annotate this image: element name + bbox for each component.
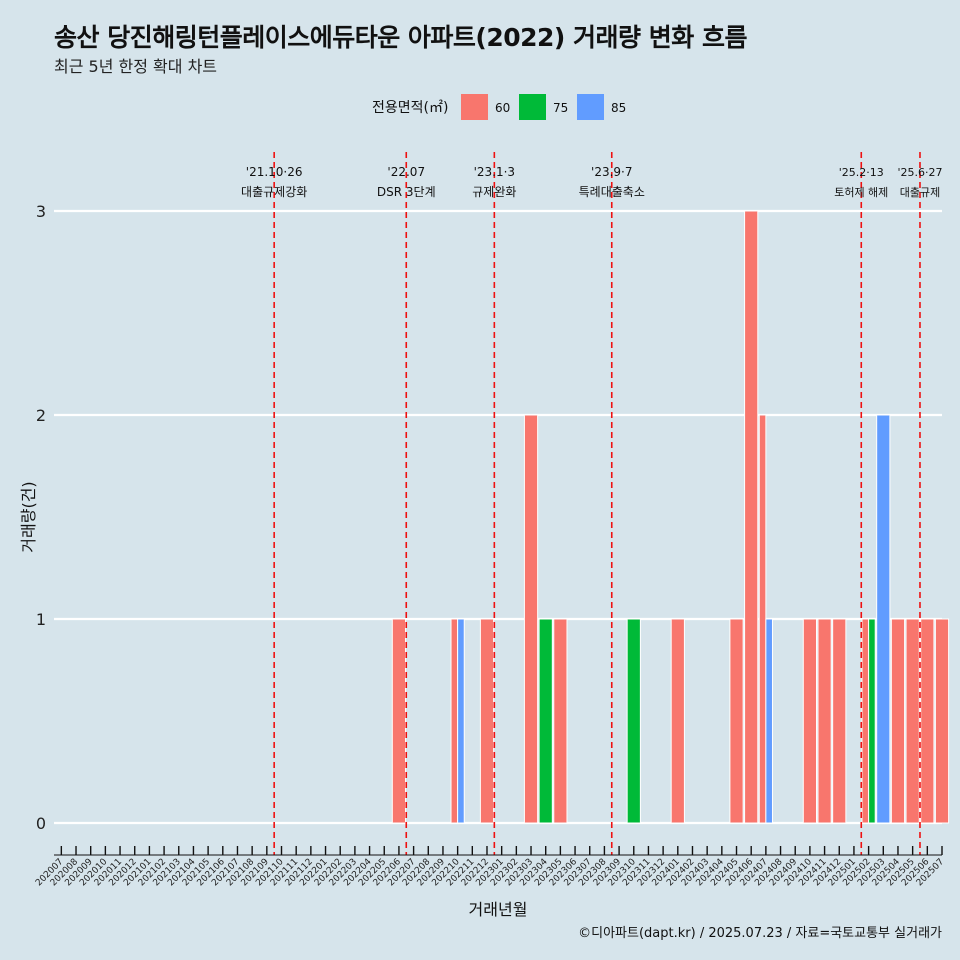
y-tick-label-1: 1 bbox=[36, 610, 46, 629]
event-date-202110: '21.10·26 bbox=[246, 165, 303, 179]
legend-label-85: 85 bbox=[611, 101, 626, 115]
bar-202212-60 bbox=[479, 618, 495, 824]
bar-202412-60 bbox=[832, 618, 847, 824]
legend-label-75: 75 bbox=[553, 101, 568, 115]
chart-subtitle: 최근 5년 한정 확대 차트 bbox=[54, 57, 218, 76]
bar-202504-60 bbox=[890, 618, 906, 824]
bar-202503-85 bbox=[876, 414, 891, 824]
bar-202410-60 bbox=[802, 618, 818, 824]
event-label-202506: 대출규제 bbox=[900, 186, 940, 199]
legend-swatch-85 bbox=[577, 94, 604, 120]
bar-202401-60 bbox=[670, 618, 685, 824]
legend-swatch-60 bbox=[461, 94, 488, 120]
bar-202506-60 bbox=[920, 618, 935, 824]
event-date-202301: '23.1·3 bbox=[474, 165, 515, 179]
legend: 전용면적(㎡) 60 75 85 bbox=[372, 94, 626, 120]
bar-202305-60 bbox=[553, 618, 568, 824]
x-axis: 2020072020082020092020102020112020122021… bbox=[34, 846, 946, 888]
bar-202502-75 bbox=[868, 618, 876, 824]
grid-lines bbox=[54, 209, 942, 825]
bar-202411-60 bbox=[817, 618, 832, 824]
bar-202405-60 bbox=[729, 618, 744, 824]
event-date-202309: '23.9·7 bbox=[591, 165, 632, 179]
legend-swatch-75 bbox=[519, 94, 546, 120]
event-label-202309: 특례대출축소 bbox=[579, 185, 645, 199]
bar-202507-60 bbox=[934, 618, 950, 824]
y-tick-label-3: 3 bbox=[36, 202, 46, 221]
y-tick-label-2: 2 bbox=[36, 406, 46, 425]
event-label-202301: 규제완화 bbox=[472, 185, 516, 199]
y-axis-label: 거래량(건) bbox=[19, 481, 38, 552]
event-label-202502: 토허제 해제 bbox=[834, 185, 888, 199]
bar-202303-60 bbox=[523, 414, 539, 824]
event-label-202207: DSR 3단계 bbox=[377, 185, 436, 199]
event-label-202110: 대출규제강화 bbox=[241, 185, 307, 199]
bar-202304-75 bbox=[538, 618, 553, 824]
bar-202206-60 bbox=[391, 618, 407, 824]
legend-label-60: 60 bbox=[495, 101, 510, 115]
event-date-202207: '22.07 bbox=[387, 165, 425, 179]
bar-202407-85 bbox=[765, 618, 773, 824]
bar-202210-85 bbox=[457, 618, 465, 824]
legend-title: 전용면적(㎡) bbox=[372, 100, 448, 116]
y-tick-label-0: 0 bbox=[36, 814, 46, 833]
event-date-202506: '25.6·27 bbox=[897, 166, 942, 179]
event-markers: '21.10·26 대출규제강화 '22.07 DSR 3단계 '23.1·3 규제완화 '… bbox=[241, 152, 942, 855]
bar-202407-60 bbox=[758, 414, 767, 824]
chart-title: 송산 당진해링턴플레이스에듀타운 아파트(2022) 거래량 변화 흐름 bbox=[54, 23, 747, 52]
bar-202210-60 bbox=[450, 618, 459, 824]
bar-202502-60 bbox=[861, 618, 870, 824]
y-axis: 0 1 2 3 bbox=[36, 202, 46, 833]
event-date-202502: '25.2·13 bbox=[839, 166, 884, 179]
bar-202406-60 bbox=[744, 210, 759, 824]
source-caption: ©디아파트(dapt.kr) / 2025.07.23 / 자료=국토교통부 실… bbox=[578, 926, 942, 941]
bars bbox=[391, 210, 950, 824]
bar-202310-75 bbox=[626, 618, 641, 824]
bar-202505-60 bbox=[905, 618, 920, 824]
x-axis-label: 거래년월 bbox=[469, 900, 528, 919]
